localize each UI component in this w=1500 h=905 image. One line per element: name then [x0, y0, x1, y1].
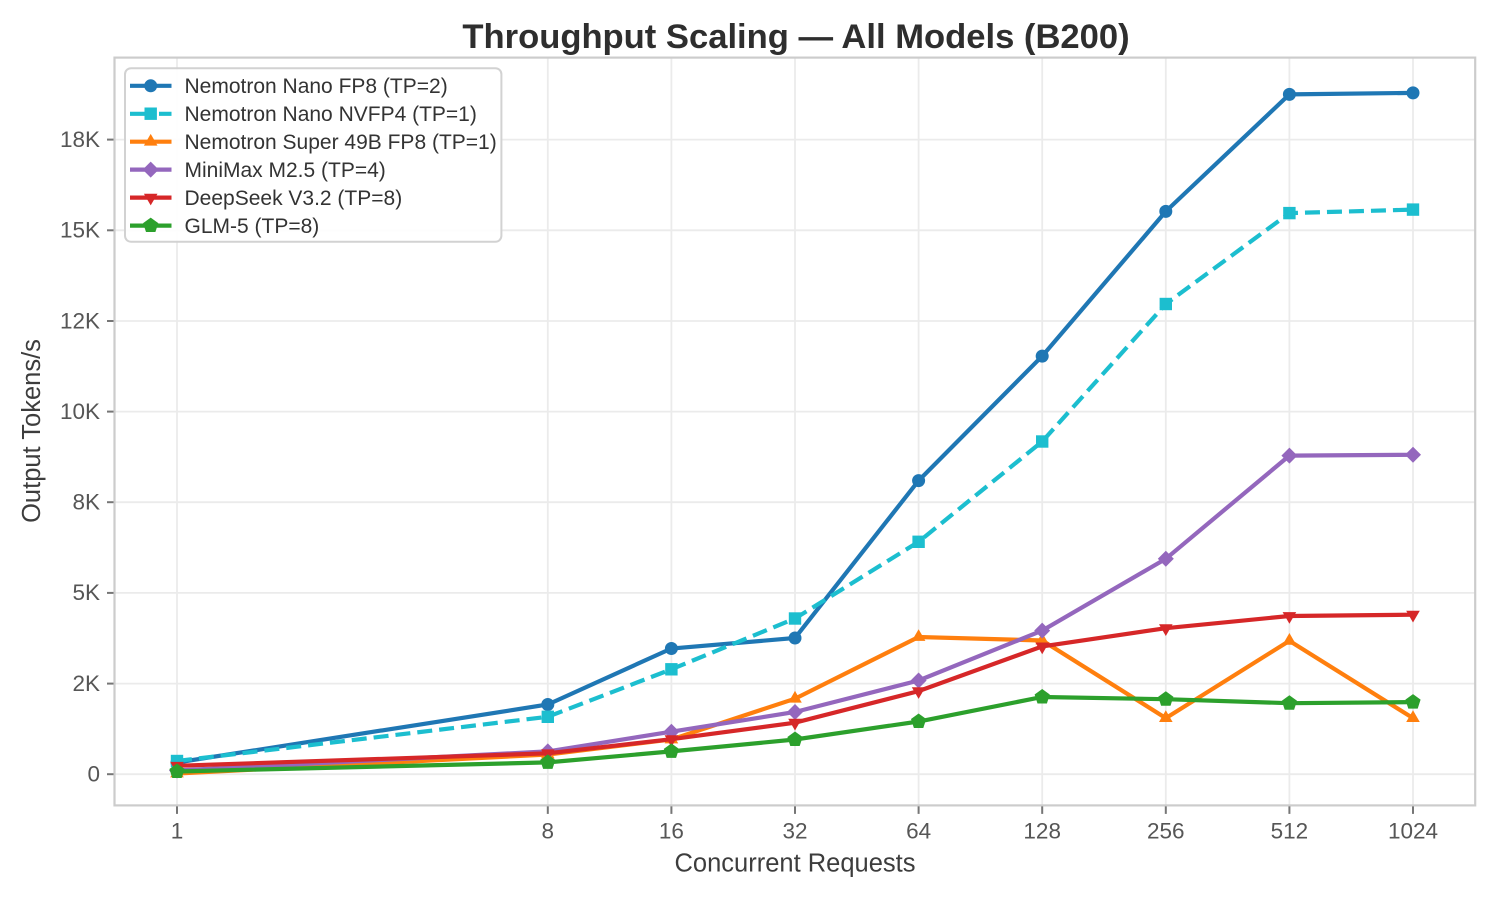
- svg-text:16: 16: [659, 819, 684, 844]
- svg-text:Output Tokens/s: Output Tokens/s: [18, 339, 46, 523]
- svg-text:1: 1: [171, 819, 184, 844]
- svg-text:MiniMax M2.5 (TP=4): MiniMax M2.5 (TP=4): [185, 159, 386, 182]
- svg-text:15K: 15K: [60, 218, 100, 243]
- svg-text:2K: 2K: [72, 671, 100, 696]
- svg-text:DeepSeek V3.2 (TP=8): DeepSeek V3.2 (TP=8): [185, 187, 403, 210]
- svg-text:512: 512: [1271, 819, 1309, 844]
- svg-text:64: 64: [906, 819, 931, 844]
- svg-text:256: 256: [1147, 819, 1185, 844]
- svg-text:8K: 8K: [72, 490, 100, 515]
- svg-text:32: 32: [782, 819, 807, 844]
- svg-text:12K: 12K: [60, 308, 100, 333]
- svg-text:1024: 1024: [1388, 819, 1438, 844]
- svg-text:5K: 5K: [72, 580, 100, 605]
- svg-text:GLM-5 (TP=8): GLM-5 (TP=8): [185, 215, 320, 238]
- svg-text:Throughput Scaling — All Model: Throughput Scaling — All Models (B200): [462, 18, 1129, 56]
- svg-text:Nemotron Nano NVFP4 (TP=1): Nemotron Nano NVFP4 (TP=1): [185, 103, 477, 126]
- svg-text:Nemotron Nano FP8 (TP=2): Nemotron Nano FP8 (TP=2): [185, 75, 448, 98]
- svg-text:10K: 10K: [60, 399, 100, 424]
- svg-text:18K: 18K: [60, 127, 100, 152]
- svg-text:8: 8: [542, 819, 555, 844]
- svg-text:128: 128: [1023, 819, 1061, 844]
- svg-text:Concurrent Requests: Concurrent Requests: [675, 850, 916, 878]
- svg-text:0: 0: [87, 762, 100, 787]
- svg-text:Nemotron Super 49B FP8 (TP=1): Nemotron Super 49B FP8 (TP=1): [185, 131, 497, 154]
